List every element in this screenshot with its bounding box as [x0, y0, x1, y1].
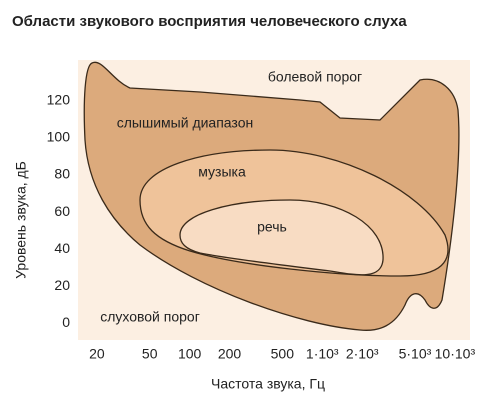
region-label: слышимый диапазон — [117, 115, 253, 131]
x-tick-label: 1·10³ — [306, 346, 339, 362]
y-axis-label: Уровень звука, дБ — [13, 161, 29, 279]
chart-title: Области звукового восприятия человеческо… — [12, 13, 407, 30]
region-label: болевой порог — [268, 69, 362, 85]
y-tick-label: 20 — [54, 277, 70, 293]
x-tick-label: 20 — [89, 346, 105, 362]
x-tick-label: 2·10³ — [346, 346, 379, 362]
x-tick-label: 200 — [218, 346, 242, 362]
region-label: музыка — [198, 164, 246, 180]
x-tick-label: 50 — [142, 346, 158, 362]
x-axis-label: Частота звука, Гц — [211, 376, 325, 392]
y-tick-label: 120 — [47, 91, 71, 107]
y-tick-label: 100 — [47, 129, 71, 145]
x-tick-label: 100 — [178, 346, 202, 362]
y-tick-label: 60 — [54, 203, 70, 219]
speech-region — [179, 199, 384, 276]
region-label: речь — [257, 219, 287, 235]
x-tick-label: 5·10³ — [399, 346, 432, 362]
y-tick-label: 0 — [62, 314, 70, 330]
region-label: слуховой порог — [100, 309, 200, 325]
y-tick-label: 80 — [54, 166, 70, 182]
y-tick-label: 40 — [54, 240, 70, 256]
x-tick-label: 10·10³ — [435, 346, 476, 362]
x-tick-label: 500 — [271, 346, 295, 362]
